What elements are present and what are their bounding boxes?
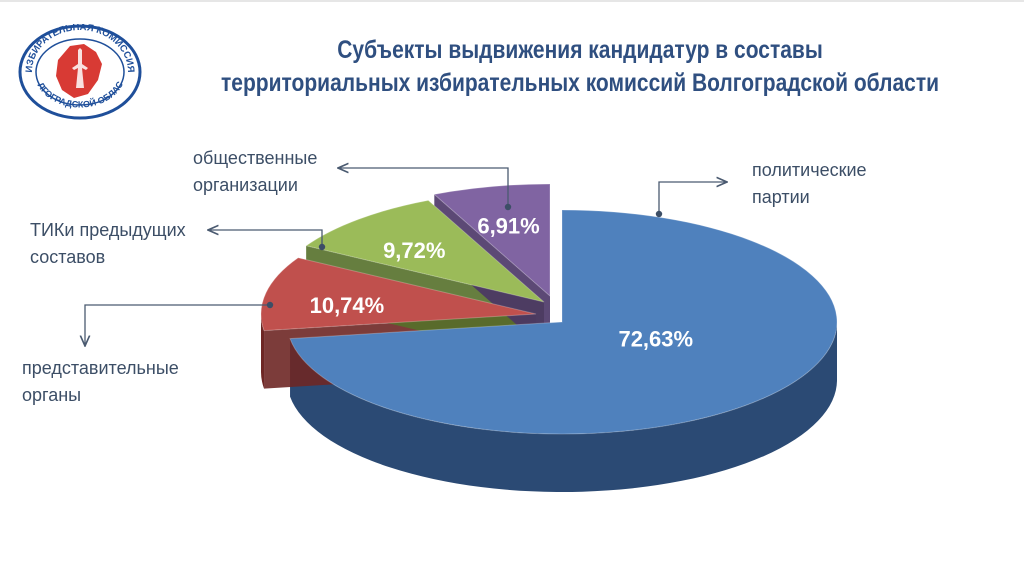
leader-dot-political-parties	[655, 210, 663, 218]
label-representative-bodies: представительные органы	[22, 355, 179, 409]
slice-public-organizations	[433, 183, 551, 298]
leader-dot-previous-tik	[318, 243, 326, 251]
value-label-political-parties: 72,63%	[618, 327, 693, 352]
value-label-public-organizations: 6,91%	[477, 213, 539, 238]
label-political-parties-line-1: политические	[752, 160, 867, 180]
slice-side-representative-bodies	[261, 314, 265, 389]
slice-side-political-parties	[290, 322, 837, 492]
leader-line-public-organizations	[338, 168, 509, 207]
leader-dot-representative-bodies	[266, 301, 274, 309]
label-political-parties-line-2: партии	[752, 187, 810, 207]
label-previous-tik-line-2: составов	[30, 247, 106, 267]
leader-line-previous-tik	[208, 230, 323, 247]
label-political-parties: политические партии	[752, 157, 867, 211]
top-divider	[0, 0, 1024, 2]
leader-line-representative-bodies	[85, 304, 270, 346]
label-previous-tik: ТИКи предыдущих составов	[30, 217, 186, 271]
leader-dot-public-organizations	[504, 203, 512, 211]
commission-logo: ИЗБИРАТЕЛЬНАЯ КОМИССИЯ ВОЛГОГРАДСКОЙ ОБЛ…	[18, 24, 142, 120]
value-label-representative-bodies: 10,74%	[310, 293, 385, 318]
title-line-1: Субъекты выдвижения кандидатур в составы	[337, 36, 823, 64]
label-representative-bodies-line-1: представительные	[22, 358, 179, 378]
slice-political-parties	[289, 209, 838, 435]
slice-previous-tik	[304, 199, 545, 303]
label-previous-tik-line-1: ТИКи предыдущих	[30, 220, 186, 240]
label-public-organizations: общественные организации	[193, 145, 317, 199]
leader-line-political-parties	[658, 182, 727, 214]
title-line-2: территориальных избирательных комиссий В…	[220, 69, 940, 97]
label-representative-bodies-line-2: органы	[22, 385, 82, 405]
label-public-organizations-line-1: общественные	[193, 148, 318, 168]
label-public-organizations-line-2: организации	[193, 175, 298, 195]
chart-title: Субъекты выдвижения кандидатур в составы…	[219, 34, 941, 100]
slice-representative-bodies	[260, 257, 537, 332]
value-label-previous-tik: 9,72%	[383, 238, 445, 263]
